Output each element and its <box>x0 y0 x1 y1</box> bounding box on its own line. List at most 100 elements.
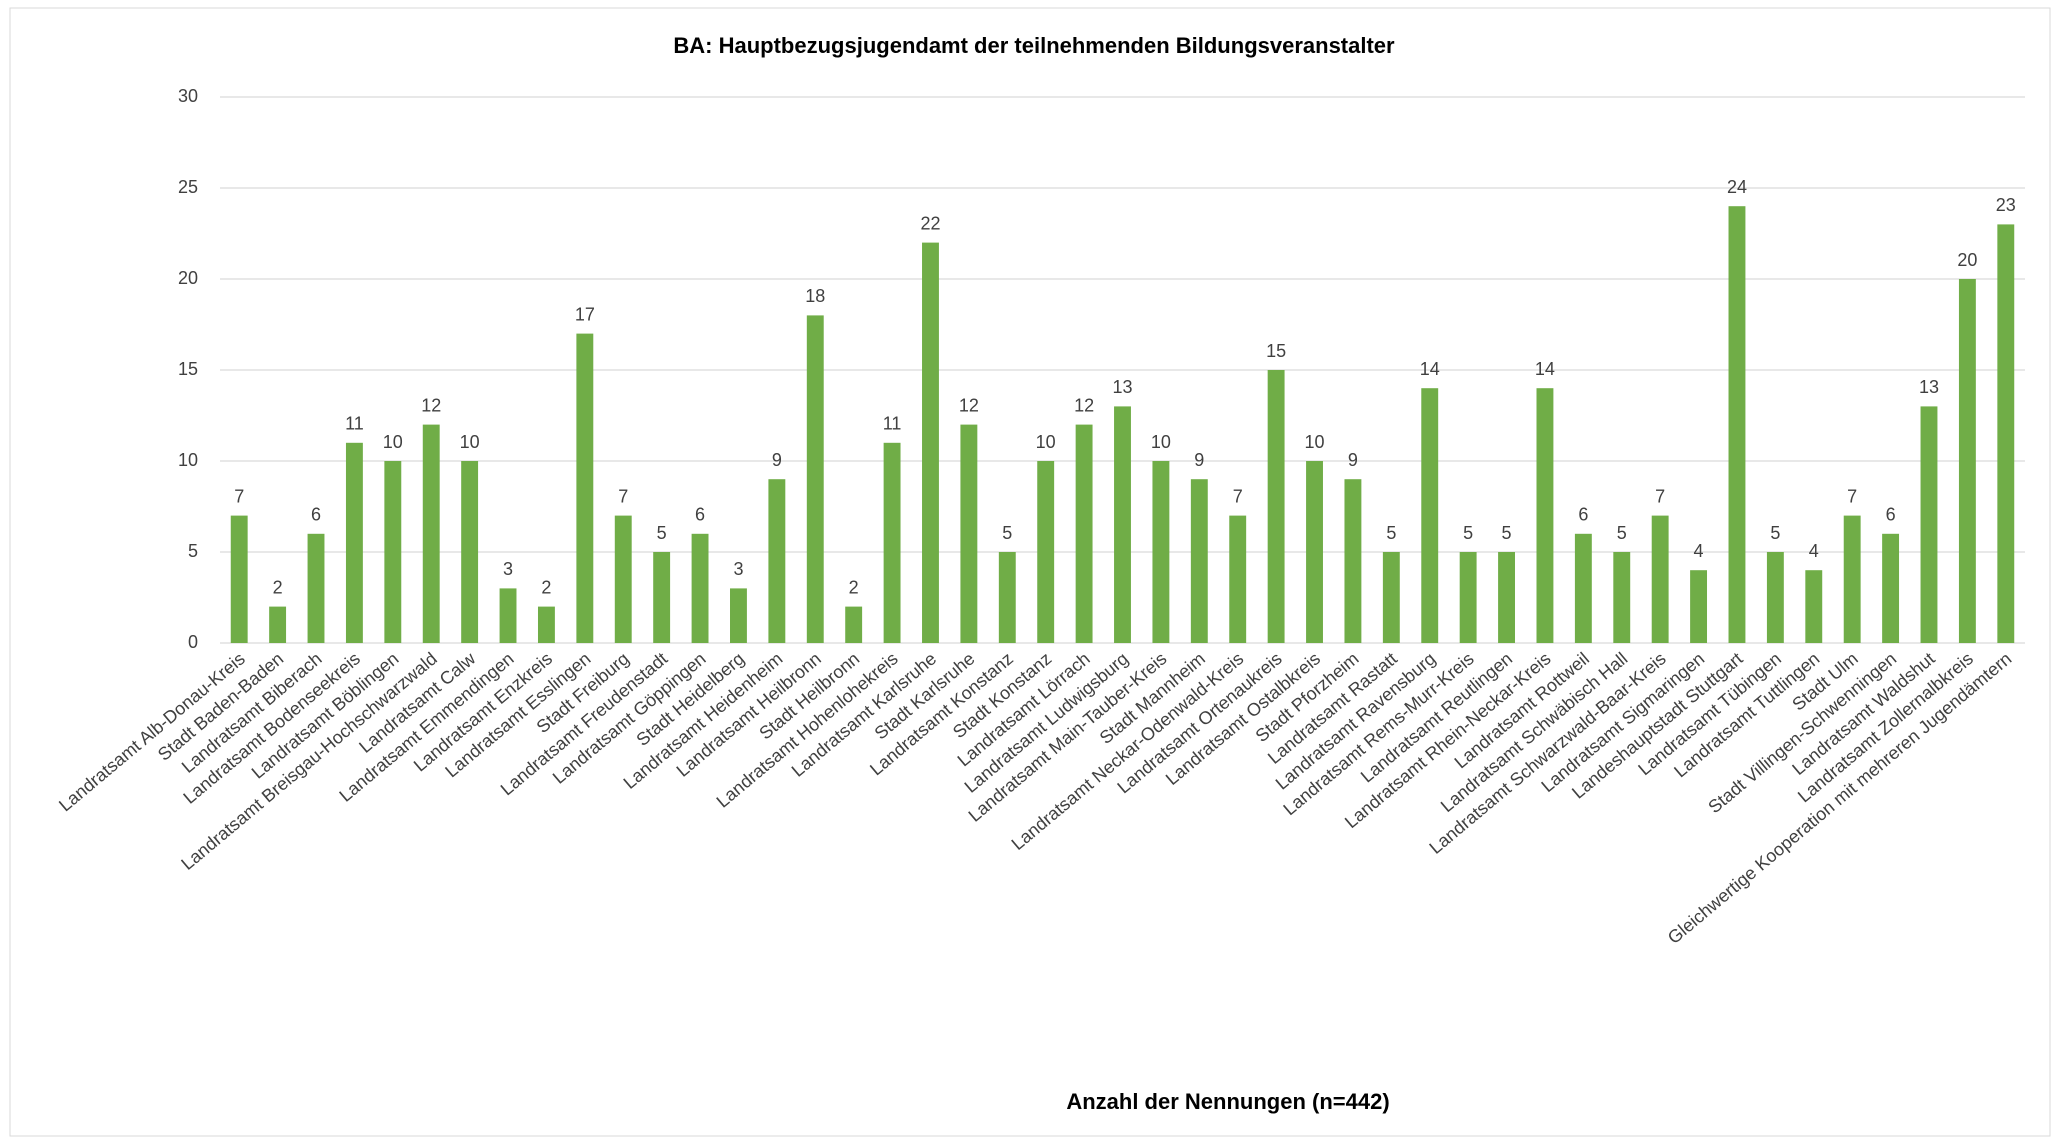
data-label: 5 <box>657 523 667 543</box>
data-label: 10 <box>1036 432 1056 452</box>
bar <box>1498 552 1515 643</box>
chart-title: BA: Hauptbezugsjugendamt der teilnehmend… <box>673 33 1395 58</box>
bar <box>691 533 709 643</box>
data-label: 9 <box>1348 450 1358 470</box>
data-label: 7 <box>1233 486 1243 506</box>
bar <box>345 442 363 643</box>
bar <box>730 588 747 643</box>
bar <box>1075 424 1093 643</box>
bar <box>1421 388 1439 643</box>
bar <box>499 588 517 643</box>
data-label: 7 <box>1847 486 1857 506</box>
data-label: 12 <box>959 395 979 415</box>
data-label: 17 <box>575 304 595 324</box>
bar <box>1958 279 1976 643</box>
data-label: 11 <box>883 414 902 434</box>
bar <box>1997 224 2015 643</box>
bar <box>269 606 287 643</box>
data-label: 20 <box>1957 250 1977 270</box>
bar <box>1037 461 1055 643</box>
data-label: 10 <box>1305 432 1325 452</box>
y-tick-label: 30 <box>178 86 198 106</box>
bar <box>1306 461 1323 643</box>
bar <box>806 315 824 643</box>
bar <box>422 424 440 643</box>
bar <box>1114 406 1131 643</box>
data-label: 4 <box>1809 541 1819 561</box>
data-label: 5 <box>1002 523 1012 543</box>
data-label: 10 <box>460 432 480 452</box>
y-tick-label: 10 <box>178 450 198 470</box>
data-label: 14 <box>1535 359 1555 379</box>
bar <box>1651 515 1669 643</box>
data-label: 2 <box>273 577 283 597</box>
bar <box>883 442 901 643</box>
data-label: 13 <box>1112 377 1132 397</box>
bar <box>1805 570 1823 643</box>
data-label: 22 <box>920 213 940 233</box>
bar <box>1382 552 1400 643</box>
data-label: 18 <box>805 286 825 306</box>
y-tick-label: 5 <box>188 541 198 561</box>
data-label: 15 <box>1266 341 1286 361</box>
bar <box>307 533 325 643</box>
bar <box>1920 406 1938 643</box>
data-label: 5 <box>1617 523 1627 543</box>
data-label: 3 <box>733 559 743 579</box>
data-label: 14 <box>1420 359 1440 379</box>
data-label: 2 <box>849 577 859 597</box>
data-label: 13 <box>1919 377 1939 397</box>
data-label: 5 <box>1502 523 1512 543</box>
bar <box>384 461 402 643</box>
bar <box>1766 552 1784 643</box>
bar <box>960 424 978 643</box>
bar <box>1690 570 1708 643</box>
bar <box>1728 206 1746 643</box>
data-label: 6 <box>311 505 321 525</box>
data-label: 3 <box>503 559 513 579</box>
data-label: 5 <box>1386 523 1396 543</box>
bar <box>1190 479 1208 643</box>
data-label: 5 <box>1770 523 1780 543</box>
bar <box>1882 533 1900 643</box>
y-tick-label: 20 <box>178 268 198 288</box>
x-axis-title: Anzahl der Nennungen (n=442) <box>1066 1089 1389 1114</box>
bar <box>230 515 248 643</box>
bar <box>1459 552 1477 643</box>
y-tick-label: 15 <box>178 359 198 379</box>
bar <box>461 461 479 643</box>
data-label: 6 <box>1886 505 1896 525</box>
data-label: 5 <box>1463 523 1473 543</box>
data-label: 6 <box>695 505 705 525</box>
bar <box>614 515 632 643</box>
y-tick-label: 25 <box>178 177 198 197</box>
bar <box>1267 370 1285 643</box>
data-label: 24 <box>1727 177 1747 197</box>
bar <box>998 552 1016 643</box>
data-label: 10 <box>383 432 403 452</box>
bar <box>1152 461 1170 643</box>
chart-border <box>9 7 2051 1137</box>
bar <box>1613 552 1631 643</box>
data-label: 12 <box>1074 395 1094 415</box>
bar <box>1536 388 1554 643</box>
bar <box>768 479 786 643</box>
data-label: 23 <box>1996 195 2016 215</box>
data-label: 2 <box>541 577 551 597</box>
bar <box>653 552 671 643</box>
bar <box>576 333 594 643</box>
data-label: 6 <box>1578 505 1588 525</box>
bar <box>845 606 863 643</box>
bar <box>922 242 939 643</box>
bar <box>1843 515 1861 643</box>
data-label: 10 <box>1151 432 1171 452</box>
data-label: 7 <box>234 486 244 506</box>
bar <box>1574 533 1592 643</box>
bar <box>1229 515 1247 643</box>
data-label: 9 <box>772 450 782 470</box>
data-label: 7 <box>1655 486 1665 506</box>
data-label: 7 <box>618 486 628 506</box>
data-label: 11 <box>345 414 364 434</box>
bar <box>1344 479 1362 643</box>
